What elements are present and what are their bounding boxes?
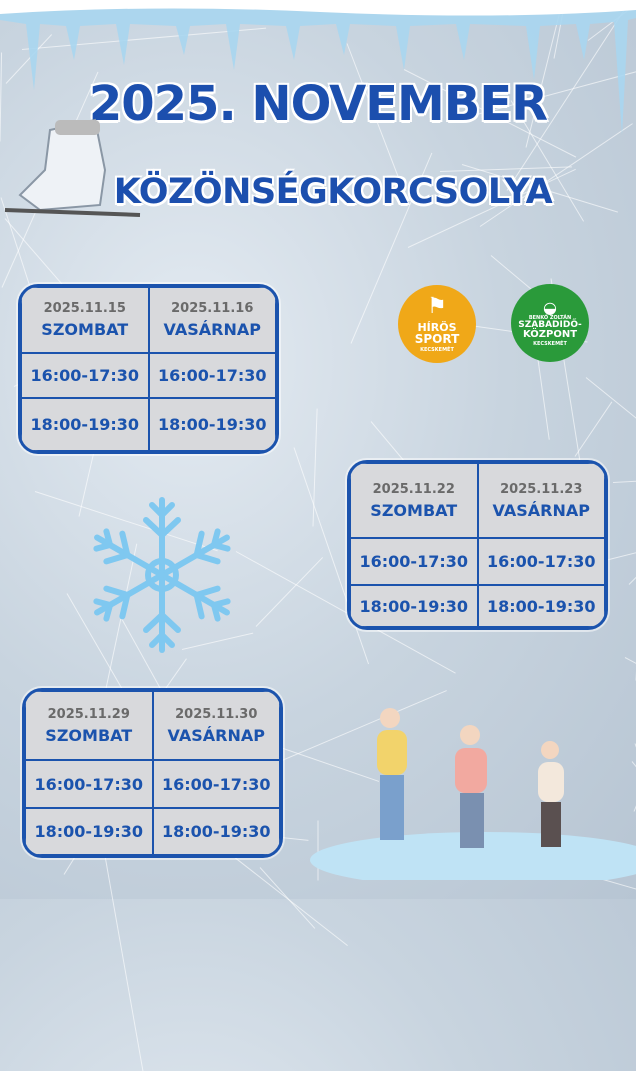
day-label: SZOMBAT bbox=[370, 500, 458, 520]
day-header: 2025.11.15 SZOMBAT bbox=[21, 287, 149, 353]
snowflake-icon bbox=[87, 497, 237, 655]
ice-skate-icon bbox=[4, 118, 141, 217]
time-slot: 16:00-17:30 bbox=[477, 538, 605, 585]
date-label: 2025.11.15 bbox=[43, 301, 126, 316]
time-slot: 18:00-19:30 bbox=[477, 585, 605, 627]
time-slot: 16:00-17:30 bbox=[350, 538, 478, 585]
ice-scratch bbox=[612, 476, 636, 483]
ice-scratch bbox=[536, 352, 550, 441]
ice-scratch bbox=[604, 500, 636, 561]
time-slot: 16:00-17:30 bbox=[148, 353, 276, 398]
day-header: 2025.11.22 SZOMBAT bbox=[350, 463, 478, 538]
day-label: VASÁRNAP bbox=[167, 725, 265, 745]
date-label: 2025.11.23 bbox=[500, 481, 583, 497]
page-subtitle: KÖZÖNSÉGKORCSOLYA bbox=[113, 172, 553, 212]
logo-text: KECSKEMÉT bbox=[533, 340, 567, 347]
day-header: 2025.11.30 VASÁRNAP bbox=[152, 691, 280, 760]
day-header: 2025.11.16 VASÁRNAP bbox=[148, 287, 276, 353]
date-label: 2025.11.29 bbox=[47, 706, 130, 722]
szabadido-kozpont-logo: ◒ BENKÓ ZOLTÁN SZABADIDŐ- KÖZPONT KECSKE… bbox=[511, 284, 589, 362]
day-label: VASÁRNAP bbox=[492, 500, 590, 520]
schedule-table: 2025.11.29 SZOMBAT 2025.11.30 VASÁRNAP 16:00… bbox=[22, 688, 283, 858]
logo-text: HÍRÖS bbox=[417, 320, 457, 334]
time-slot: 18:00-19:30 bbox=[21, 398, 149, 451]
ice-scratch bbox=[629, 496, 636, 586]
logo-text: KÖZPONT bbox=[522, 328, 578, 340]
ice-scratch bbox=[102, 844, 144, 1071]
date-label: 2025.11.30 bbox=[175, 706, 258, 722]
day-label: SZOMBAT bbox=[45, 725, 133, 745]
time-slot: 16:00-17:30 bbox=[21, 353, 149, 398]
logo-text: KECSKEMÉT bbox=[420, 346, 454, 353]
time-slot: 16:00-17:30 bbox=[25, 760, 153, 808]
day-label: SZOMBAT bbox=[41, 320, 129, 339]
day-header: 2025.11.23 VASÁRNAP bbox=[477, 463, 605, 538]
day-header: 2025.11.29 SZOMBAT bbox=[25, 691, 153, 760]
ice-scratch bbox=[602, 878, 636, 917]
schedule-table: 2025.11.15 SZOMBAT 2025.11.16 VASÁRNAP 16:00… bbox=[18, 284, 279, 454]
day-label: VASÁRNAP bbox=[163, 320, 261, 339]
icicles-icon bbox=[0, 0, 636, 135]
ice-scratch bbox=[574, 401, 613, 457]
date-label: 2025.11.16 bbox=[171, 301, 254, 316]
time-slot: 18:00-19:30 bbox=[25, 808, 153, 855]
logo-text: BENKÓ ZOLTÁN bbox=[528, 314, 572, 321]
logo-text: SZABADIDŐ- bbox=[518, 319, 582, 330]
schedule-table: 2025.11.22 SZOMBAT 2025.11.23 VASÁRNAP 16:00… bbox=[347, 460, 608, 630]
logo-text: SPORT bbox=[414, 331, 460, 346]
time-slot: 18:00-19:30 bbox=[152, 808, 280, 855]
time-slot: 18:00-19:30 bbox=[148, 398, 276, 451]
date-label: 2025.11.22 bbox=[372, 481, 455, 497]
page-title: 2025. NOVEMBER bbox=[88, 76, 548, 132]
time-slot: 16:00-17:30 bbox=[152, 760, 280, 808]
hiros-sport-logo: ⚑ HÍRÖS SPORT KECSKEMÉT bbox=[398, 285, 476, 363]
time-slot: 18:00-19:30 bbox=[350, 585, 478, 627]
skaters-icon bbox=[310, 708, 636, 880]
